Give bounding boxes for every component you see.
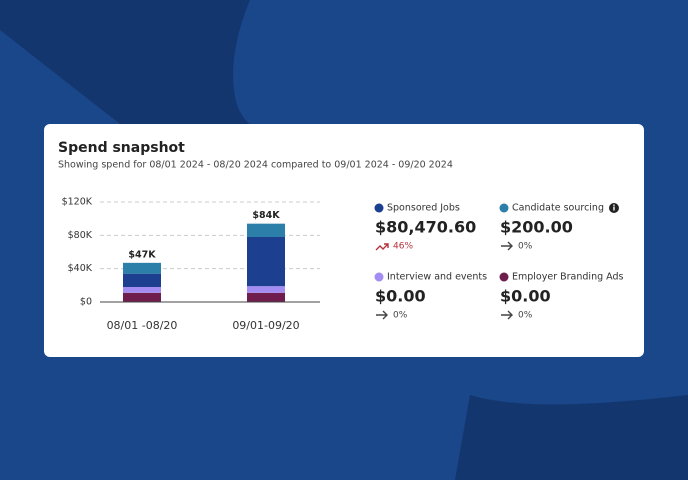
card (44, 124, 644, 357)
card-title: Spend snapshot (58, 140, 185, 156)
bar-segment (247, 223, 285, 237)
trend-icon (501, 310, 513, 320)
bar-segment (123, 273, 161, 287)
trend-icon (376, 310, 388, 320)
stat-change: 0% (393, 311, 408, 321)
stat-name: Employer Branding Ads (512, 272, 623, 283)
trend-icon (375, 243, 389, 251)
stat-name: Interview and events (387, 272, 487, 283)
bg-shape (455, 395, 688, 480)
bar-segment (247, 292, 285, 302)
stat-value: $0.00 (500, 287, 551, 306)
x-tick-label: 08/01 -08/20 (107, 319, 178, 332)
trend-icon (501, 241, 513, 251)
legend-dot (499, 203, 509, 213)
card-subtitle: Showing spend for 08/01 2024 - 08/20 202… (58, 160, 453, 171)
y-tick-label: $40K (68, 263, 93, 274)
info-icon-dot (613, 206, 615, 211)
y-tick-label: $120K (62, 197, 93, 208)
stat-name: Sponsored Jobs (387, 203, 460, 214)
total-label: $47K (128, 249, 156, 260)
legend-dot (374, 272, 384, 282)
stat-value: $200.00 (500, 218, 573, 237)
bar-segment (247, 237, 285, 287)
stat-value: $80,470.60 (375, 218, 476, 237)
stat-value: $0.00 (375, 287, 426, 306)
legend-dot (374, 203, 384, 213)
stat-change: 0% (518, 311, 533, 321)
bar-segment (123, 287, 161, 293)
bar-segment (123, 262, 161, 274)
y-tick-label: $80K (68, 230, 93, 241)
bg-shape (0, 30, 120, 124)
stat-change: 0% (518, 242, 533, 252)
bar-segment (123, 292, 161, 302)
legend-dot (499, 272, 509, 282)
x-tick-label: 09/01-09/20 (232, 319, 299, 332)
total-label: $84K (252, 210, 280, 221)
bar-segment (247, 286, 285, 293)
stat-name: Candidate sourcing (512, 203, 604, 214)
y-tick-label: $0 (80, 297, 92, 308)
stat-change: 46% (393, 242, 413, 252)
info-icon-dot (613, 204, 615, 206)
